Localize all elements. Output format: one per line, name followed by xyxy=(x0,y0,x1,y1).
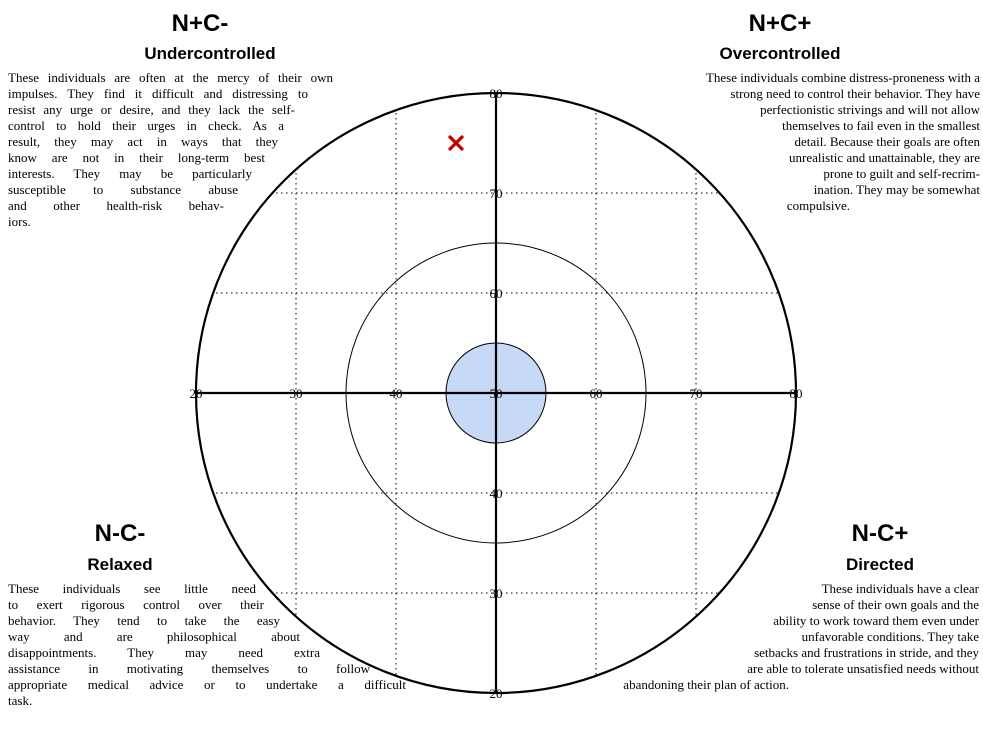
quadrant-code-bottom-right: N-C+ xyxy=(851,520,909,547)
description-line: behavior. They tend to take the easy xyxy=(8,613,280,628)
description-line: unfavorable conditions. They take xyxy=(801,629,979,644)
description-line: ination. They may be somewhat xyxy=(813,182,980,197)
x-tick-label: 70 xyxy=(690,386,703,401)
description-line: These individuals have a clear xyxy=(821,581,979,596)
x-tick-label: 80 xyxy=(790,386,803,401)
center-label: 50 xyxy=(490,386,503,401)
description-line: resist any urge or desire, and they lack… xyxy=(8,102,295,117)
description-line: disappointments. They may need extra xyxy=(8,645,320,660)
description-line: compulsive. xyxy=(786,198,850,213)
description-line: These individuals combine distress-prone… xyxy=(705,70,980,85)
quadrant-code-bottom-left: N-C- xyxy=(94,520,146,547)
description-line: and other health-risk behav- xyxy=(8,198,224,213)
y-tick-label: 20 xyxy=(490,686,503,701)
description-line: These individuals are often at the mercy… xyxy=(8,70,333,85)
y-tick-label: 40 xyxy=(490,486,503,501)
description-line: way and are philosophical about xyxy=(8,629,300,644)
description-line: control to hold their urges in check. As… xyxy=(8,118,284,133)
description-line: to exert rigorous control over their xyxy=(8,597,264,612)
description-line: appropriate medical advice or to underta… xyxy=(8,677,406,692)
quadrant-description-top-right: These individuals combine distress-prone… xyxy=(570,70,980,214)
description-line: detail. Because their goals are often xyxy=(794,134,980,149)
description-line: assistance in motivating themselves to f… xyxy=(8,661,370,676)
quadrant-description-bottom-right: These individuals have a clear sense of … xyxy=(570,581,979,693)
description-line: setbacks and frustrations in stride, and… xyxy=(754,645,979,660)
description-line: abandoning their plan of action. xyxy=(623,677,789,692)
description-line: know are not in their long-term best xyxy=(8,150,265,165)
description-line: unrealistic and unattainable, they are xyxy=(789,150,980,165)
y-tick-label: 60 xyxy=(490,286,503,301)
x-tick-label: 60 xyxy=(590,386,603,401)
quadrant-code-top-right: N+C+ xyxy=(748,10,812,37)
description-line: iors. xyxy=(8,214,31,229)
description-line: prone to guilt and self-recrim- xyxy=(823,166,980,181)
description-line: ability to work toward them even under xyxy=(773,613,979,628)
description-line: result, they may act in ways that they xyxy=(8,134,278,149)
quadrant-type-top-right: Overcontrolled xyxy=(719,44,841,63)
description-line: sense of their own goals and the xyxy=(812,597,979,612)
quadrant-description-top-left: These individuals are often at the mercy… xyxy=(8,70,333,230)
score-marker xyxy=(447,134,465,152)
quadrant-type-top-left: Undercontrolled xyxy=(144,44,276,63)
description-line: interests. They may be particularly xyxy=(8,166,252,181)
x-tick-label: 30 xyxy=(290,386,303,401)
description-line: themselves to fail even in the smallest xyxy=(782,118,980,133)
description-line: susceptible to substance abuse xyxy=(8,182,238,197)
x-tick-label: 20 xyxy=(190,386,203,401)
y-tick-label: 70 xyxy=(490,186,503,201)
description-line: strong need to control their behavior. T… xyxy=(730,86,980,101)
description-line: task. xyxy=(8,693,33,708)
x-tick-label: 40 xyxy=(390,386,403,401)
quadrant-description-bottom-left: These individuals see little need to exe… xyxy=(8,581,406,709)
quadrant-type-bottom-left: Relaxed xyxy=(87,555,153,574)
description-line: are able to tolerate unsatisfied needs w… xyxy=(747,661,979,676)
description-line: impulses. They find it difficult and dis… xyxy=(8,86,308,101)
quadrant-type-bottom-right: Directed xyxy=(845,555,915,574)
quadrant-code-top-left: N+C- xyxy=(171,10,229,37)
y-tick-label: 30 xyxy=(490,586,503,601)
description-line: perfectionistic strivings and will not a… xyxy=(760,102,980,117)
description-line: These individuals see little need xyxy=(8,581,256,596)
y-tick-label: 80 xyxy=(490,86,503,101)
